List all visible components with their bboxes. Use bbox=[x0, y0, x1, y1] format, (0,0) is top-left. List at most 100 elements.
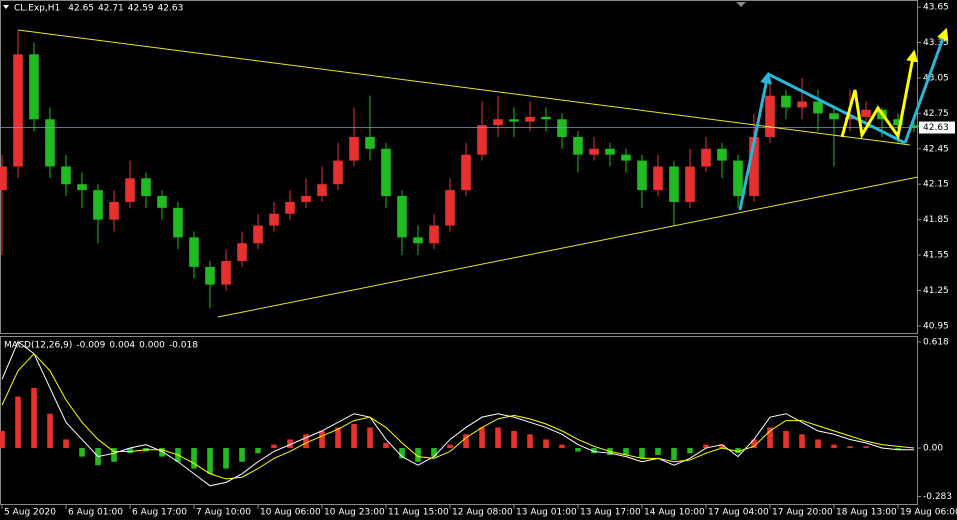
histogram-bar bbox=[543, 439, 549, 449]
candle-body bbox=[333, 160, 343, 185]
macd-readout: 0.004 bbox=[109, 341, 135, 351]
x-tick-label: 10 Aug 06:00 bbox=[260, 508, 321, 518]
wave-arrow bbox=[840, 49, 919, 140]
x-tick-label: 13 Aug 17:00 bbox=[580, 508, 641, 518]
histogram-bar bbox=[431, 448, 437, 457]
candle-body bbox=[109, 201, 119, 220]
y-tick-label: 42.15 bbox=[923, 180, 949, 190]
candle-body bbox=[621, 154, 631, 161]
x-tick-label: 6 Aug 01:00 bbox=[68, 508, 123, 518]
candle-body bbox=[685, 166, 695, 202]
candle-body bbox=[717, 148, 727, 161]
candle-body bbox=[301, 196, 311, 202]
candle-body bbox=[77, 184, 87, 191]
last-price-label: 42.63 bbox=[923, 123, 949, 133]
histogram-bar bbox=[463, 434, 469, 449]
macd-frame bbox=[0, 336, 918, 505]
macd-readout: 0.000 bbox=[139, 341, 165, 351]
x-tick-label: 10 Aug 23:00 bbox=[324, 508, 385, 518]
candle-body bbox=[509, 119, 519, 122]
histogram-bar bbox=[415, 448, 421, 462]
candle-body bbox=[221, 260, 231, 285]
histogram-bar bbox=[783, 430, 789, 449]
wave-line bbox=[767, 72, 906, 145]
histogram-bar bbox=[303, 434, 309, 449]
histogram-bar bbox=[735, 448, 741, 454]
x-tick-label: 17 Aug 20:00 bbox=[772, 508, 833, 518]
scroll-icon[interactable] bbox=[736, 2, 746, 7]
histogram-bar bbox=[255, 448, 261, 454]
histogram-bar bbox=[271, 444, 277, 449]
histogram-bar bbox=[111, 448, 117, 462]
x-tick-label: 17 Aug 04:00 bbox=[708, 508, 769, 518]
histogram-bar bbox=[575, 448, 581, 452]
histogram-bar bbox=[863, 446, 869, 449]
histogram-bar bbox=[895, 448, 901, 450]
macd-panel: 0.618 0.00 -0.283 MACD(12,26,9) -0.009 0.004 0… bbox=[0, 338, 952, 502]
candle-body bbox=[237, 243, 247, 261]
ohlc-readout: 42.71 bbox=[98, 4, 124, 14]
candle-body bbox=[445, 190, 455, 226]
y-tick-label: 43.65 bbox=[923, 3, 949, 13]
candle-body bbox=[861, 109, 871, 117]
main-frame bbox=[0, 0, 918, 334]
histogram-bar bbox=[815, 439, 821, 449]
y-tick-label: 43.05 bbox=[923, 73, 949, 83]
histogram-bar bbox=[671, 448, 677, 461]
candle-body bbox=[541, 116, 551, 120]
histogram-bar bbox=[383, 442, 389, 449]
histogram-bar bbox=[351, 424, 357, 449]
histogram-bar bbox=[719, 444, 725, 449]
candle-body bbox=[125, 178, 135, 202]
candle-body bbox=[653, 166, 663, 191]
histogram-bar bbox=[63, 439, 69, 449]
candle-body bbox=[381, 148, 391, 197]
histogram-bar bbox=[15, 396, 21, 449]
menu-icon[interactable] bbox=[3, 5, 9, 9]
histogram-bar bbox=[239, 448, 245, 462]
candle-body bbox=[589, 148, 599, 155]
y-tick-label: 40.95 bbox=[923, 321, 949, 331]
x-tick-label: 7 Aug 10:00 bbox=[196, 508, 251, 518]
histogram-bar bbox=[191, 448, 197, 469]
candle-body bbox=[765, 95, 775, 137]
histogram-bar bbox=[47, 413, 53, 449]
x-tick-label: 14 Aug 10:00 bbox=[644, 508, 705, 518]
candle-body bbox=[701, 148, 711, 167]
wave-arrow bbox=[738, 71, 772, 211]
x-tick-label: 19 Aug 06:00 bbox=[900, 508, 957, 518]
histogram-bar bbox=[687, 448, 693, 454]
candle-body bbox=[269, 213, 279, 226]
candle-body bbox=[637, 160, 647, 191]
candle-body bbox=[365, 136, 375, 149]
x-tick-label: 18 Aug 13:00 bbox=[836, 508, 897, 518]
macd-readout: -0.009 bbox=[76, 341, 105, 351]
candle-body bbox=[781, 95, 791, 108]
wave-arrow bbox=[903, 27, 949, 144]
ohlc-readout: 42.59 bbox=[128, 4, 154, 14]
candle-body bbox=[253, 225, 263, 244]
histogram-bar bbox=[447, 444, 453, 449]
chart-title: CL.Exp,H1 bbox=[14, 4, 60, 14]
candle-body bbox=[829, 113, 839, 120]
drawings bbox=[17, 27, 949, 318]
y-tick-label: 42.75 bbox=[923, 109, 949, 119]
candle-body bbox=[909, 125, 919, 128]
candle-body bbox=[461, 154, 471, 191]
x-tick-label: 13 Aug 01:00 bbox=[516, 508, 577, 518]
main-panel: 43.65 43.35 43.05 42.75 42.45 42.15 41.85 41.55… bbox=[0, 3, 957, 518]
histogram-bar bbox=[703, 444, 709, 449]
last-price-box bbox=[919, 121, 955, 134]
candle-body bbox=[205, 266, 215, 285]
candle-body bbox=[845, 116, 855, 120]
histogram-bar bbox=[591, 448, 597, 454]
histogram-bar bbox=[335, 427, 341, 449]
histogram-bar bbox=[751, 439, 757, 449]
candle-body bbox=[557, 119, 567, 137]
histogram-bar bbox=[79, 448, 85, 457]
histogram-bar bbox=[319, 430, 325, 449]
histogram-bar bbox=[367, 427, 373, 449]
macd-line bbox=[1, 352, 915, 480]
candle-body bbox=[605, 148, 615, 155]
